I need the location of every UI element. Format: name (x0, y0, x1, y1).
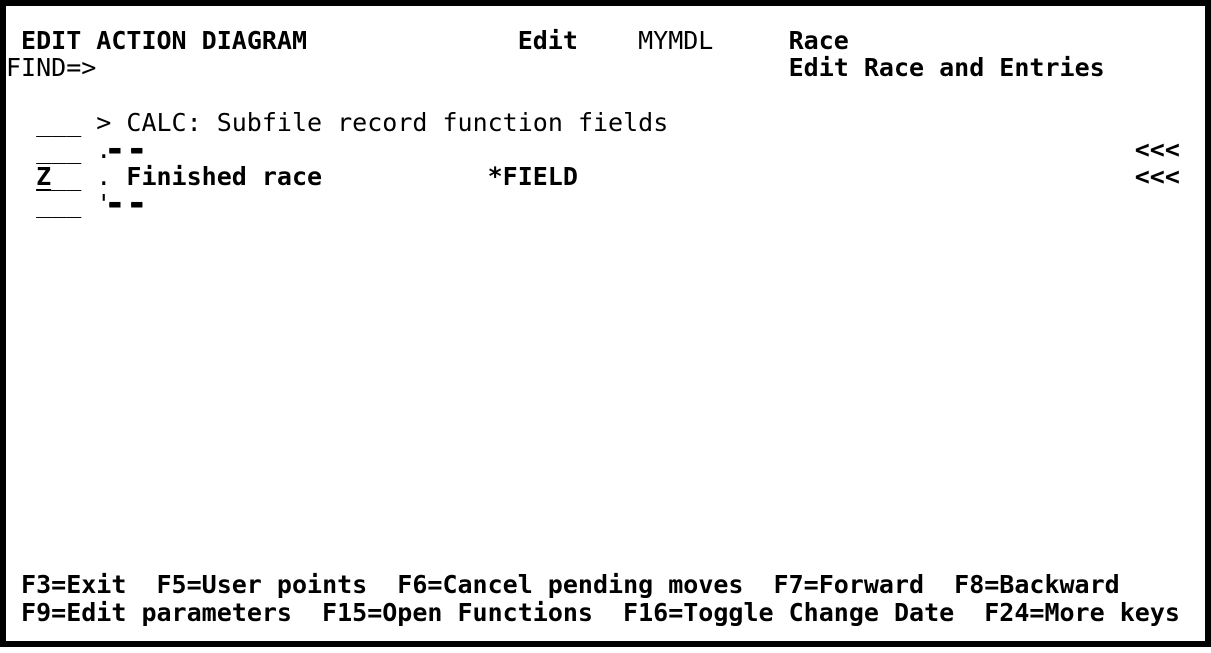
find-input[interactable] (111, 54, 412, 81)
fkey-row-1: F3=Exit F5=User points F6=Cancel pending m… (0, 571, 1211, 599)
fkey-f3: F3=Exit (21, 570, 127, 600)
case-border-left: . (96, 162, 112, 192)
function-name: Edit Race and Entries (788, 53, 1105, 83)
case-border-bottom-corner: ' (96, 189, 112, 219)
header-row: EDIT ACTION DIAGRAM Edit MYMDL Race (0, 27, 1211, 55)
case-border-bottom: -- (104, 189, 149, 219)
calc-section-label: > CALC: Subfile record function fields (96, 107, 669, 137)
mode-indicator: Edit (517, 26, 578, 56)
fkey-f8: F8=Backward (954, 570, 1120, 600)
fkey-f15: F15=Open Functions (322, 597, 593, 627)
screen-title: EDIT ACTION DIAGRAM (21, 26, 308, 56)
fkey-f24: F24=More keys (984, 597, 1180, 627)
line-command-field[interactable]: ___ (36, 189, 82, 219)
diagram-row-case-bottom: ___ ' -- (0, 190, 1211, 218)
fkey-f6: F6=Cancel pending moves (397, 570, 744, 600)
fkey-f5: F5=User points (156, 570, 368, 600)
line-command-value[interactable]: Z (36, 162, 52, 192)
model-name: MYMDL (638, 26, 714, 56)
line-command-field[interactable]: ___ (36, 135, 82, 165)
fkey-row-2: F9=Edit parameters F15=Open Functions F16=… (0, 597, 1211, 627)
case-border-top-corner: . (96, 135, 112, 165)
find-row: FIND=> Edit Race and Entries (0, 54, 1211, 82)
fkey-f9: F9=Edit parameters (21, 597, 292, 627)
condition-context: *FIELD (487, 162, 578, 192)
diagram-row-calc: ___ > CALC: Subfile record function field… (0, 109, 1211, 137)
change-marker: <<< (1134, 162, 1180, 192)
condition-label: Finished race (126, 162, 323, 192)
line-command-field[interactable]: ___ (36, 107, 82, 137)
case-border-top: -- (104, 135, 149, 165)
object-name: Race (788, 26, 849, 56)
fkey-f7: F7=Forward (773, 570, 925, 600)
diagram-row-condition: Z __. Finished race *FIELD <<< (0, 163, 1211, 191)
diagram-row-case-top: ___. -- <<< (0, 136, 1211, 164)
fkey-f16: F16=Toggle Change Date (623, 597, 955, 627)
line-command-field[interactable]: __ (51, 162, 82, 192)
change-marker: <<< (1134, 135, 1180, 165)
find-prompt: FIND=> (6, 53, 97, 83)
